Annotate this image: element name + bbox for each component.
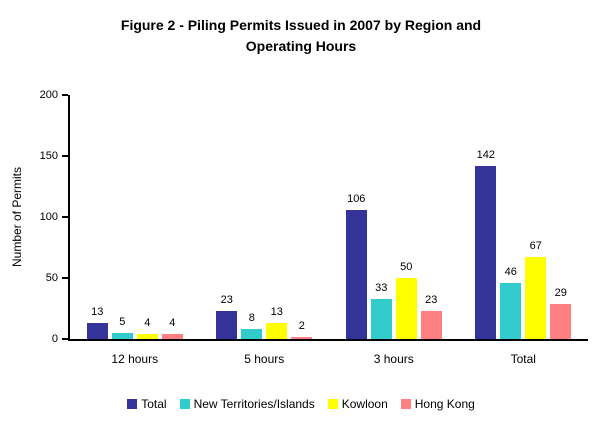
bar-hong-kong-total (550, 303, 572, 339)
y-tick-mark (62, 216, 68, 218)
bar-total-3-hours (345, 209, 367, 339)
legend: Total New Territories/Islands Kowloon Hong … (0, 397, 602, 411)
bar-kowloon-5-hours (266, 323, 288, 339)
bar-value-label: 2 (298, 319, 305, 332)
bar-value-label: 23 (220, 293, 233, 306)
bar-value-label: 4 (169, 317, 176, 330)
chart-title-line1: Figure 2 - Piling Permits Issued in 2007… (120, 17, 482, 33)
legend-item-total: Total (127, 397, 167, 411)
bar-hong-kong-3-hours (420, 310, 442, 339)
bar-value-label: 50 (400, 261, 413, 273)
y-tick-mark (62, 94, 68, 96)
chart-title: Figure 2 - Piling Permits Issued in 2007… (0, 15, 602, 57)
y-tick-label: 200 (39, 89, 58, 101)
bar-value-label: 142 (476, 148, 495, 161)
bar-value-label: 8 (248, 312, 255, 325)
y-tick-label: 100 (39, 211, 58, 223)
bar-new-territories-islands-12-hours (111, 332, 133, 339)
legend-item-new-territories-islands: New Territories/Islands (179, 397, 315, 411)
bar-kowloon-12-hours (136, 334, 158, 339)
bar-total-12-hours (86, 323, 108, 339)
legend-label: Total (141, 397, 167, 411)
legend-label: New Territories/Islands (193, 397, 315, 411)
legend-item-hong-kong: Hong Kong (400, 397, 475, 411)
bar-value-label: 46 (504, 265, 517, 278)
y-tick-label: 0 (51, 333, 58, 345)
bar-value-label: 67 (529, 240, 542, 253)
bar-value-label: 106 (347, 192, 366, 205)
bar-new-territories-islands-5-hours (241, 329, 263, 339)
bar-new-territories-islands-3-hours (370, 298, 392, 339)
legend-item-kowloon: Kowloon (327, 397, 388, 411)
y-tick-label: 50 (45, 272, 58, 284)
bar-kowloon-3-hours (395, 278, 417, 339)
bar-value-label: 13 (270, 306, 283, 319)
legend-swatch-new-territories-islands (179, 399, 190, 409)
legend-swatch-total (127, 399, 138, 409)
x-category-label: Total (510, 352, 536, 366)
y-tick-mark (62, 155, 68, 157)
y-tick-label: 150 (39, 150, 58, 162)
bar-value-label: 23 (425, 293, 438, 306)
y-tick-mark (62, 338, 68, 340)
legend-label: Hong Kong (414, 397, 475, 411)
y-tick-mark (62, 277, 68, 279)
bar-value-label: 33 (375, 281, 388, 294)
bar-value-label: 13 (91, 306, 104, 319)
x-category-label: 5 hours (244, 352, 285, 366)
bar-new-territories-islands-total (500, 282, 522, 339)
bar-kowloon-total (525, 257, 547, 339)
bar-value-label: 29 (554, 286, 567, 299)
legend-label: Kowloon (341, 397, 388, 411)
legend-swatch-kowloon (327, 399, 338, 409)
x-category-label: 12 hours (111, 352, 159, 366)
bar-value-label: 4 (144, 317, 151, 330)
bar-total-5-hours (216, 310, 238, 339)
bar-total-total (475, 165, 497, 339)
bar-hong-kong-12-hours (161, 334, 183, 339)
chart-title-line2: Operating Hours (245, 38, 357, 54)
legend-swatch-hong-kong (400, 399, 411, 409)
plot-area: 0 50 100 150 200 13 5 4 4 12 hours 23 8 13 2 5 hours 10… (40, 89, 588, 366)
bar-hong-kong-5-hours (291, 336, 313, 339)
bar-value-label: 5 (119, 315, 126, 328)
x-category-label: 3 hours (373, 352, 414, 366)
